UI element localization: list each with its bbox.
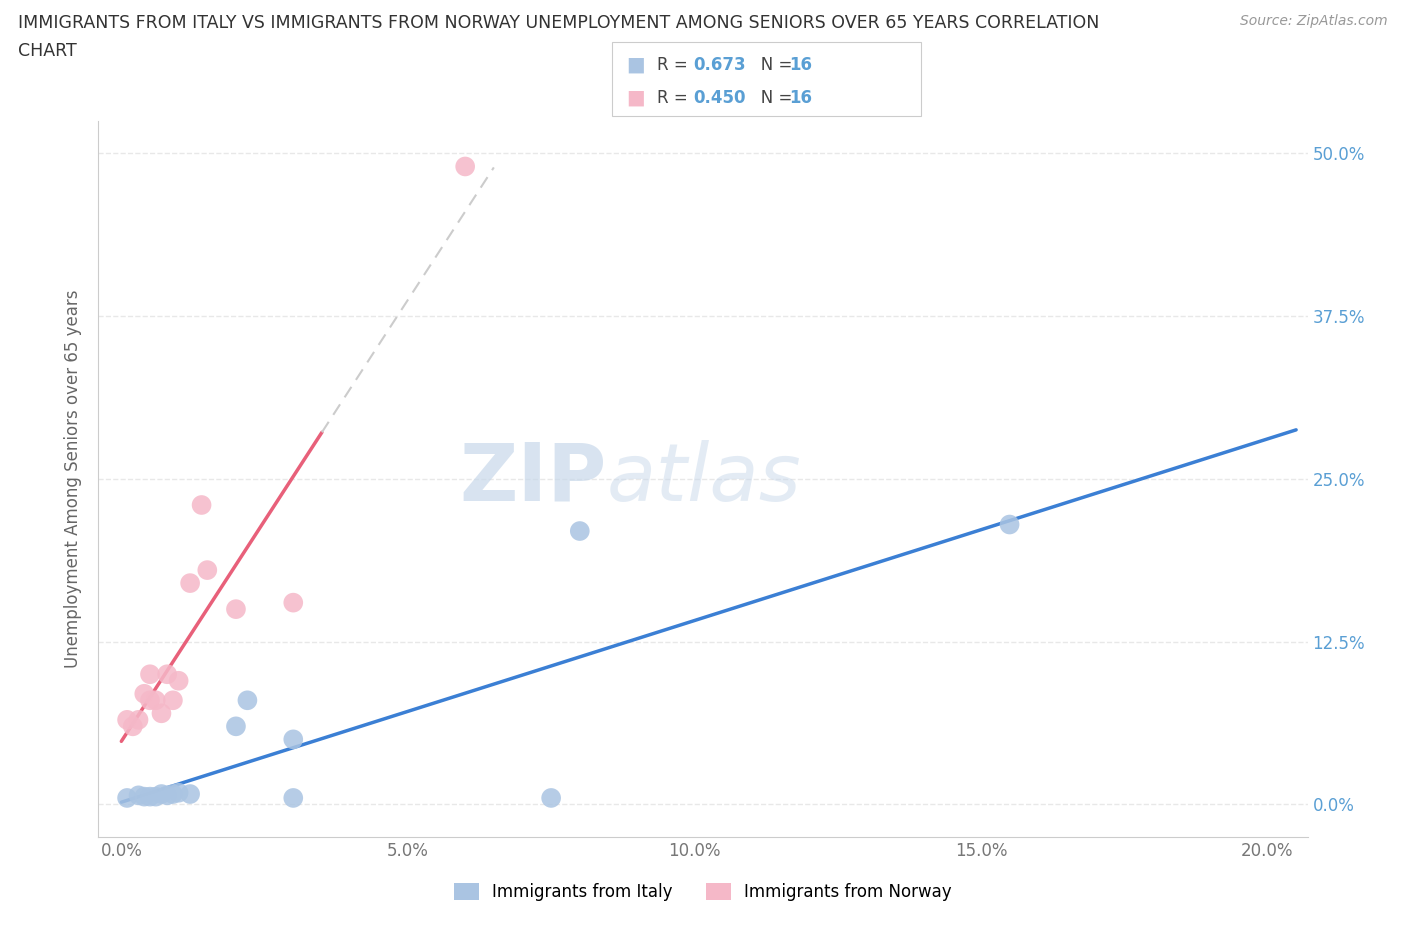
- Point: [156, 788, 179, 803]
- Text: atlas: atlas: [606, 440, 801, 518]
- Legend: Immigrants from Italy, Immigrants from Norway: Immigrants from Italy, Immigrants from N…: [447, 876, 959, 908]
- Text: ▪: ▪: [626, 50, 647, 80]
- Point: [156, 667, 179, 682]
- Point: [225, 602, 247, 617]
- Point: [150, 706, 173, 721]
- Y-axis label: Unemployment Among Seniors over 65 years: Unemployment Among Seniors over 65 years: [65, 290, 83, 668]
- Text: 0.450: 0.450: [693, 88, 745, 107]
- Point: [150, 787, 173, 802]
- Point: [139, 667, 162, 682]
- Point: [145, 693, 167, 708]
- Point: [139, 693, 162, 708]
- Point: [139, 790, 162, 804]
- Point: [115, 712, 138, 727]
- Text: N =: N =: [745, 88, 797, 107]
- Point: [121, 719, 143, 734]
- Point: [195, 563, 218, 578]
- Text: 0.673: 0.673: [693, 56, 745, 74]
- Point: [283, 732, 305, 747]
- Point: [128, 788, 150, 803]
- Point: [162, 787, 184, 802]
- Text: R =: R =: [657, 56, 693, 74]
- Point: [236, 693, 259, 708]
- Point: [167, 785, 190, 800]
- Point: [568, 524, 591, 538]
- Point: [134, 686, 156, 701]
- Point: [128, 712, 150, 727]
- Point: [454, 159, 477, 174]
- Text: 16: 16: [789, 88, 811, 107]
- Text: ZIP: ZIP: [458, 440, 606, 518]
- Point: [115, 790, 138, 805]
- Text: CHART: CHART: [18, 42, 77, 60]
- Text: IMMIGRANTS FROM ITALY VS IMMIGRANTS FROM NORWAY UNEMPLOYMENT AMONG SENIORS OVER : IMMIGRANTS FROM ITALY VS IMMIGRANTS FROM…: [18, 14, 1099, 32]
- Point: [283, 790, 305, 805]
- Point: [134, 790, 156, 804]
- Text: Source: ZipAtlas.com: Source: ZipAtlas.com: [1240, 14, 1388, 28]
- Point: [540, 790, 562, 805]
- Point: [225, 719, 247, 734]
- Text: R =: R =: [657, 88, 693, 107]
- Point: [167, 673, 190, 688]
- Point: [998, 517, 1021, 532]
- Text: ▪: ▪: [626, 83, 647, 113]
- Point: [179, 787, 201, 802]
- Point: [283, 595, 305, 610]
- Point: [162, 693, 184, 708]
- Point: [145, 790, 167, 804]
- Point: [179, 576, 201, 591]
- Text: 16: 16: [789, 56, 811, 74]
- Text: N =: N =: [745, 56, 797, 74]
- Point: [190, 498, 212, 512]
